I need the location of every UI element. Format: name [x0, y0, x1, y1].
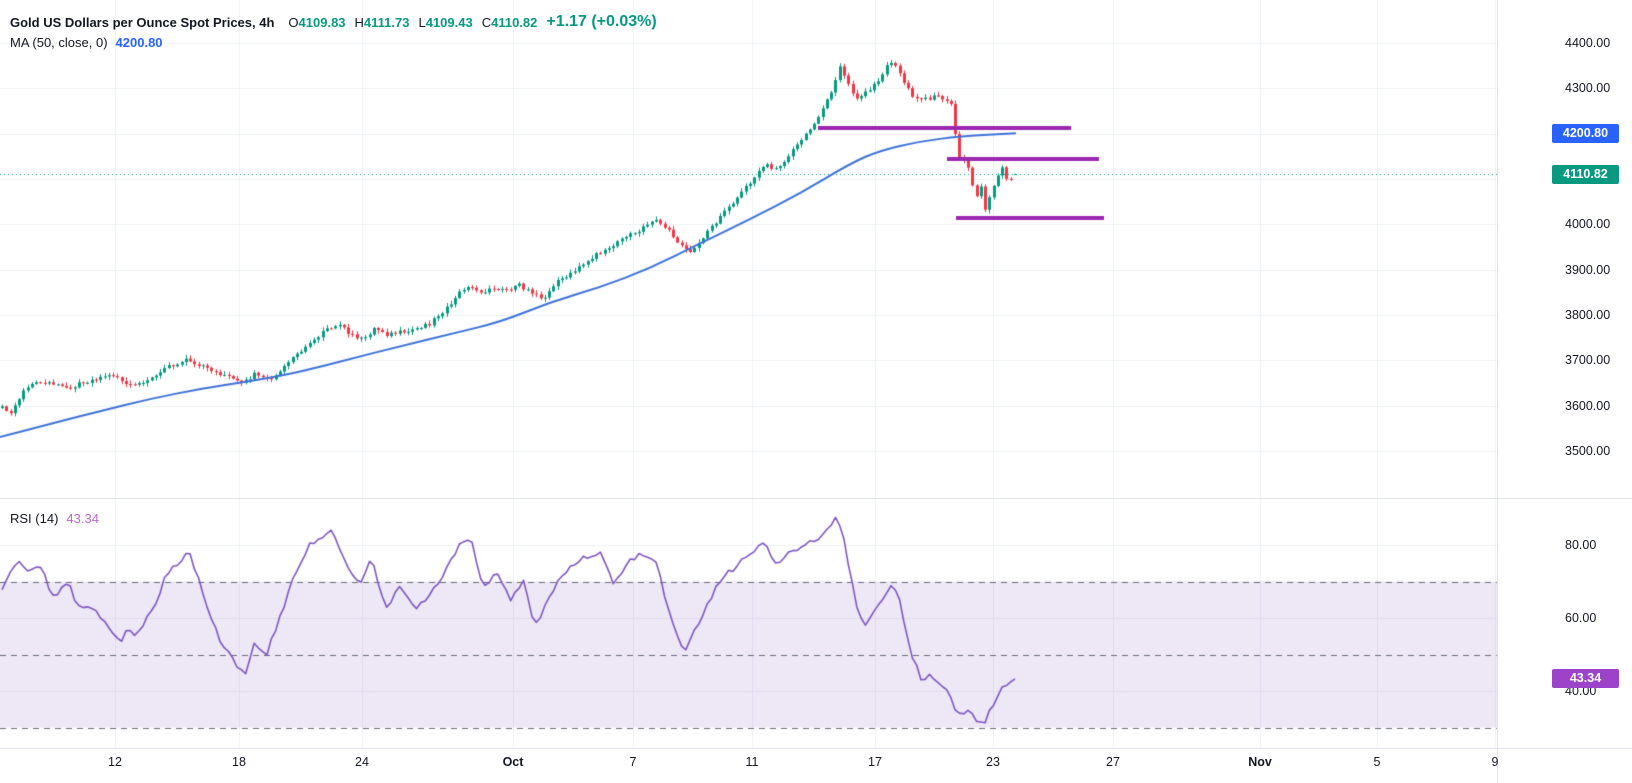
price-axis-separator — [1497, 0, 1498, 783]
time-axis-separator — [0, 748, 1632, 749]
open-value: 4109.83 — [298, 14, 346, 30]
price-tick-label: 3900.00 — [1565, 262, 1611, 277]
time-tick-label: 7 — [629, 755, 637, 769]
time-axis[interactable]: 12 18 24 Oct 7 11 17 23 27 Nov 5 9 — [0, 748, 1498, 783]
rsi-pane-legend: RSI (14) 43.34 — [10, 508, 99, 528]
ohlc-close: C4110.82 — [482, 15, 538, 30]
rsi-label[interactable]: RSI (14) — [10, 510, 59, 526]
change-value: +1.17 (+0.03%) — [546, 13, 657, 30]
symbol-legend-row[interactable]: Gold US Dollars per Ounce Spot Prices, 4… — [10, 12, 657, 32]
price-pane-legend: Gold US Dollars per Ounce Spot Prices, 4… — [10, 12, 657, 52]
time-tick-label: 9 — [1491, 755, 1499, 769]
low-value: 4109.43 — [425, 14, 473, 30]
current-price-badge: 4110.82 — [1552, 164, 1619, 184]
price-tick-label: 3600.00 — [1565, 398, 1611, 413]
rsi-value-badge: 43.34 — [1552, 669, 1619, 689]
ohlc-open: O4109.83 — [288, 15, 345, 30]
symbol-title[interactable]: Gold US Dollars per Ounce Spot Prices, 4… — [10, 14, 275, 30]
time-tick-label: Oct — [502, 755, 524, 769]
time-tick-label: 18 — [232, 755, 246, 769]
close-label: C — [481, 14, 492, 30]
time-tick-label: 5 — [1373, 755, 1381, 769]
high-label: H — [354, 14, 364, 30]
time-tick-label: 12 — [108, 755, 122, 769]
time-tick-label: 11 — [745, 755, 759, 769]
pane-separator[interactable] — [0, 498, 1632, 499]
price-tick-label: 4000.00 — [1565, 217, 1611, 232]
price-tick-label: 3800.00 — [1565, 308, 1611, 322]
ma-value: 4200.80 — [115, 34, 163, 50]
rsi-tick-label: 80.00 — [1565, 538, 1597, 552]
price-tick-label: 4400.00 — [1565, 36, 1611, 50]
ma-price-badge: 4200.80 — [1552, 123, 1619, 143]
time-tick-label: Nov — [1248, 755, 1272, 769]
ohlc-low: L4109.43 — [418, 15, 472, 30]
price-tick-label: 4300.00 — [1565, 81, 1611, 96]
high-value: 4111.73 — [363, 14, 410, 30]
open-label: O — [288, 14, 299, 30]
time-tick-label: 23 — [986, 755, 1000, 769]
price-tick-label: 3700.00 — [1565, 353, 1611, 368]
ma-label[interactable]: MA (50, close, 0) — [10, 34, 108, 50]
price-axis[interactable]: 4200.80 4110.82 43.34 4400.00 4300.00 4000… — [1497, 0, 1632, 783]
ma-legend-row[interactable]: MA (50, close, 0) 4200.80 — [10, 32, 657, 52]
time-tick-label: 27 — [1106, 755, 1120, 769]
time-tick-label: 24 — [355, 755, 369, 769]
rsi-tick-label: 60.00 — [1565, 611, 1597, 625]
low-label: L — [418, 14, 426, 30]
close-value: 4110.82 — [491, 14, 538, 30]
price-tick-label: 3500.00 — [1565, 444, 1611, 458]
rsi-legend-row[interactable]: RSI (14) 43.34 — [10, 508, 99, 528]
rsi-value: 43.34 — [66, 510, 99, 526]
time-tick-label: 17 — [868, 755, 882, 769]
ohlc-high: H4111.73 — [355, 15, 410, 30]
